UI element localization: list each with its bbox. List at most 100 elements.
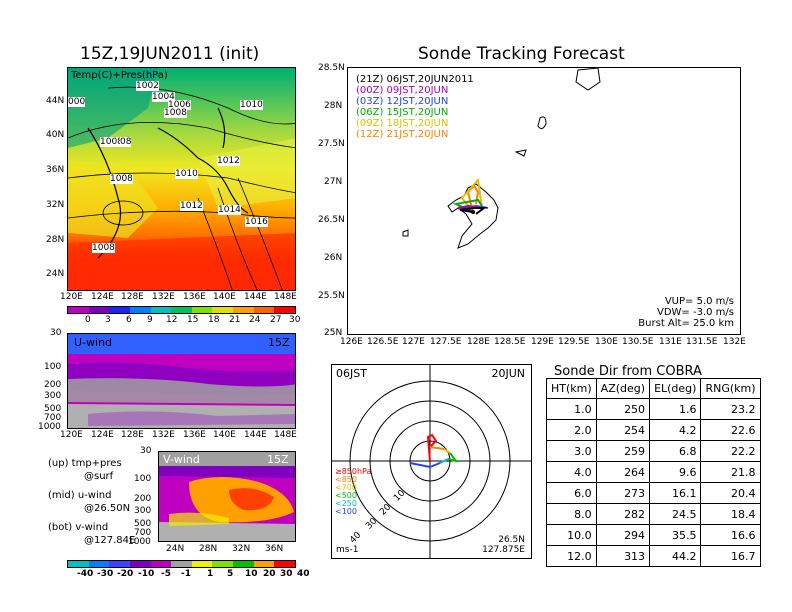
- column-header: RNG(km): [700, 378, 761, 399]
- map-lon-tick: 140E: [213, 292, 236, 302]
- uwind-lon-tick: 124E: [91, 430, 114, 440]
- table-cell: 20.4: [700, 482, 761, 504]
- colorbar-tick: 5: [227, 569, 234, 579]
- table-cell: 16.7: [700, 545, 761, 567]
- colorbar-tick: -10: [138, 569, 155, 579]
- colorbar-tick: 1: [207, 569, 214, 579]
- table-row: 10.0 294 35.5 16.6: [546, 524, 761, 546]
- table-row: 3.0 259 6.8 22.2: [546, 440, 761, 462]
- table-row: 12.0 313 44.2 16.7: [546, 545, 761, 567]
- isobar-label: 08: [120, 137, 132, 147]
- vwind-lat-tick: 28N: [199, 544, 218, 554]
- table-cell: 273: [595, 482, 651, 504]
- table-cell: 294: [595, 524, 651, 546]
- vwind-lat-tick: 24N: [166, 544, 185, 554]
- map-lat-tick: 24N: [46, 269, 65, 279]
- track-lon-tick: 130.5E: [622, 337, 654, 347]
- colorbar-tick: 30: [280, 569, 293, 579]
- run-entry: (03Z) 12JST,20JUN: [356, 96, 449, 107]
- table-cell: 16.1: [649, 482, 702, 504]
- track-lat-tick: 25N: [324, 328, 343, 338]
- isobar-label: 1004: [152, 92, 175, 102]
- level-entry: <850: [335, 475, 357, 484]
- note-up-level: @surf: [84, 471, 114, 482]
- table-cell: 4.0: [546, 461, 597, 483]
- level-entry: <250: [335, 499, 357, 508]
- colorbar-swatch: [233, 307, 254, 313]
- colorbar-swatch: [274, 307, 296, 313]
- level-entry: <100: [335, 507, 357, 516]
- isobar-label: 000: [68, 97, 86, 107]
- colorbar-swatch: [171, 307, 192, 313]
- level-entry: <700: [335, 483, 357, 492]
- table-cell: 259: [595, 440, 651, 462]
- map-field-label: Temp(C)+Pres(hPa): [71, 70, 168, 81]
- colorbar-tick: 0: [85, 315, 91, 325]
- uwind-lon-tick: 144E: [244, 430, 267, 440]
- isobar-label: 1008: [164, 108, 187, 118]
- polar-lat: 26.5N: [498, 535, 525, 545]
- track-lon-tick: 132E: [723, 337, 746, 347]
- sonde-direction-table: HT(km) AZ(deg) EL(deg) RNG(km) 1.0 250 1.6…: [546, 378, 761, 567]
- polar-date: 20JUN: [491, 367, 525, 380]
- table-cell: 282: [595, 503, 651, 525]
- uwind-p-tick: 700: [44, 413, 62, 423]
- isobar-label: 1006: [168, 100, 191, 110]
- vwind-colorbar-ticks: -40 -30 -20 -10 -5 -1 1 5 10 20 30 40: [67, 569, 310, 579]
- colorbar-swatch: [68, 307, 89, 313]
- sonde-table-title: Sonde Dir from COBRA: [554, 364, 702, 379]
- vdw-readout: VDW= -3.0 m/s: [657, 307, 734, 318]
- table-cell: 10.0: [546, 524, 597, 546]
- run-entry: (09Z) 18JST,20JUN: [356, 118, 449, 129]
- vwind-lat-tick: 32N: [232, 544, 251, 554]
- table-cell: 18.4: [700, 503, 761, 525]
- colorbar-tick: 21: [229, 315, 241, 325]
- colorbar-swatch: [171, 561, 192, 567]
- colorbar-tick: -1: [181, 569, 191, 579]
- colorbar-swatch: [68, 561, 89, 567]
- polar-unit: ms-1: [336, 545, 359, 555]
- colorbar-tick: 3: [105, 315, 111, 325]
- isobar-label: 1012: [180, 201, 203, 211]
- map-lat-tick: 40N: [46, 130, 65, 140]
- colorbar-tick: -30: [97, 569, 114, 579]
- uwind-lon-tick: 120E: [60, 430, 83, 440]
- map-lat-tick: 36N: [46, 165, 65, 175]
- polar-lon: 127.875E: [482, 545, 525, 555]
- table-header-row: HT(km) AZ(deg) EL(deg) RNG(km): [546, 378, 761, 399]
- track-lon-tick: 130E: [595, 337, 618, 347]
- uwind-lon-tick: 128E: [121, 430, 144, 440]
- colorbar-swatch: [88, 561, 110, 567]
- table-cell: 12.0: [546, 545, 597, 567]
- tracking-title: Sonde Tracking Forecast: [418, 44, 625, 64]
- vwind-label: V-wind: [163, 453, 200, 466]
- isobar-label: 1012: [217, 156, 240, 166]
- vwind-p-tick: 1000: [128, 537, 151, 547]
- vwind-section: V-wind 15Z: [158, 451, 296, 542]
- colorbar-swatch: [129, 561, 151, 567]
- colorbar-tick: 6: [126, 315, 132, 325]
- map-lon-tick: 148E: [274, 292, 297, 302]
- uwind-p-tick: 300: [44, 391, 62, 401]
- uwind-p-tick: 1000: [38, 422, 61, 432]
- track-lat-tick: 27N: [324, 177, 343, 187]
- colorbar-tick: 12: [166, 315, 178, 325]
- colorbar-tick: -40: [77, 569, 94, 579]
- track-lon-tick: 127E: [402, 337, 425, 347]
- uwind-section: U-wind 15Z: [67, 333, 296, 429]
- colorbar-swatch: [191, 561, 213, 567]
- track-lon-tick: 131.5E: [686, 337, 718, 347]
- table-cell: 1.6: [649, 398, 702, 420]
- tracking-map: (21Z) 06JST,20JUN2011 (00Z) 09JST,20JUN …: [347, 67, 741, 335]
- run-entry: (06Z) 15JST,20JUN: [356, 107, 449, 118]
- run-entry: (12Z) 21JST,20JUN: [356, 129, 449, 140]
- note-bot-level: @127.84E: [84, 535, 136, 546]
- colorbar-swatch: [109, 307, 130, 313]
- vup-readout: VUP= 5.0 m/s: [664, 296, 734, 307]
- vwind-colorbar: [67, 560, 296, 568]
- table-cell: 44.2: [649, 545, 702, 567]
- column-header: EL(deg): [649, 378, 702, 399]
- colorbar-swatch: [253, 307, 275, 313]
- table-cell: 6.8: [649, 440, 702, 462]
- map-lat-tick: 32N: [46, 200, 65, 210]
